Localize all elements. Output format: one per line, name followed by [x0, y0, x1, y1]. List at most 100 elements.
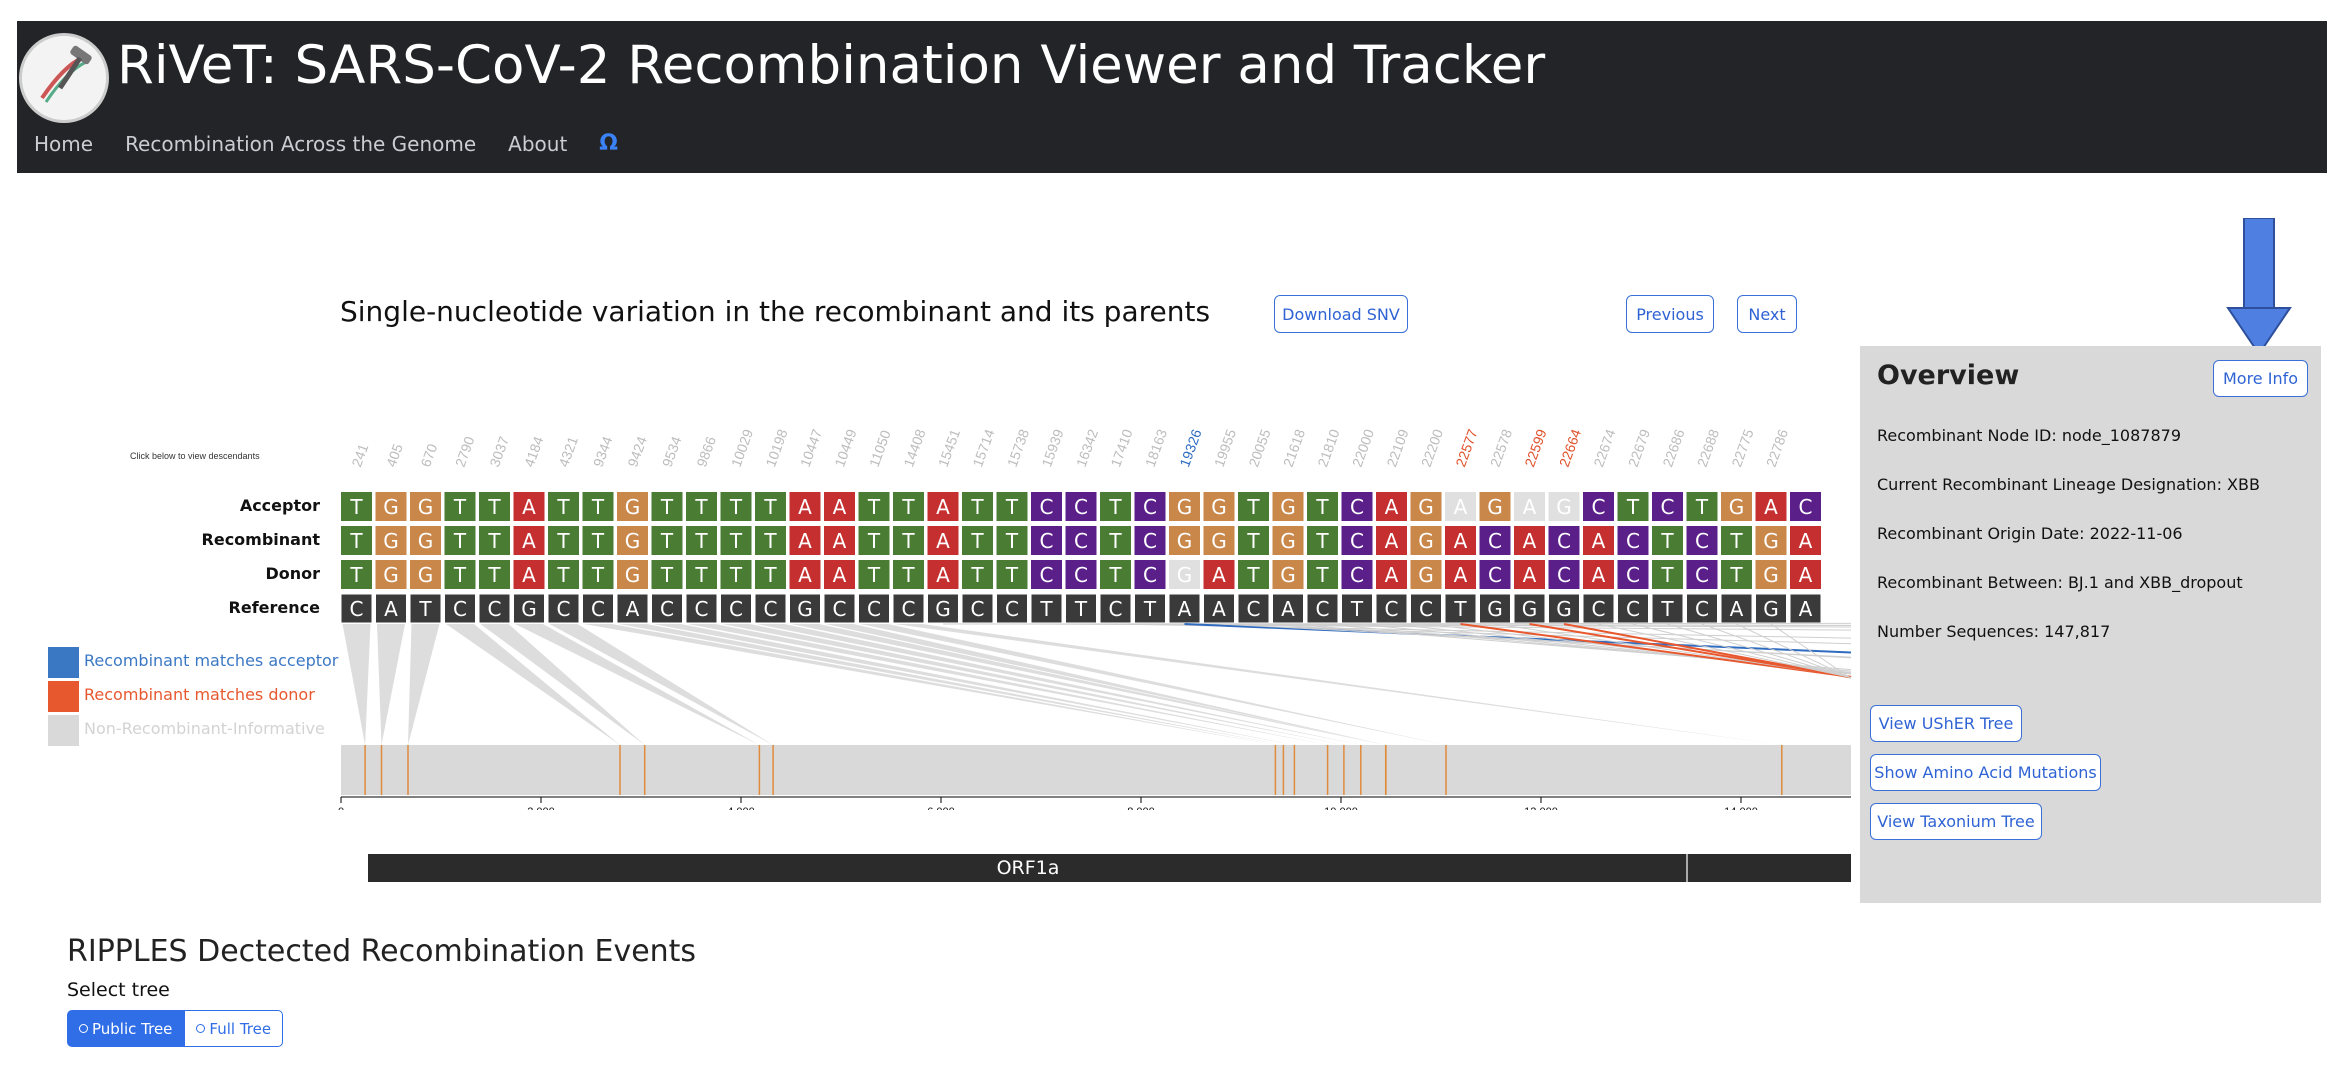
nucleotide-cell[interactable]: T: [1652, 526, 1683, 555]
nucleotide-cell[interactable]: T: [962, 492, 993, 521]
download-snv-button[interactable]: Download SNV: [1274, 295, 1408, 333]
nucleotide-cell[interactable]: T: [651, 526, 683, 555]
position-label[interactable]: 14408: [900, 427, 928, 469]
nucleotide-cell[interactable]: C: [1582, 593, 1615, 624]
nucleotide-cell[interactable]: T: [1651, 593, 1684, 624]
nucleotide-cell[interactable]: T: [1100, 560, 1131, 589]
position-label[interactable]: 19955: [1211, 427, 1239, 469]
nucleotide-cell[interactable]: C: [582, 593, 614, 624]
position-label[interactable]: 21810: [1314, 427, 1342, 469]
nucleotide-cell[interactable]: A: [1755, 492, 1787, 521]
nucleotide-cell[interactable]: G: [375, 526, 407, 555]
nucleotide-cell[interactable]: T: [1238, 492, 1269, 521]
position-label[interactable]: 17410: [1107, 427, 1135, 469]
nucleotide-cell[interactable]: A: [1376, 492, 1407, 521]
nucleotide-cell[interactable]: G: [1479, 593, 1511, 624]
nucleotide-cell[interactable]: G: [375, 492, 407, 521]
nucleotide-cell[interactable]: T: [996, 492, 1028, 521]
nucleotide-cell[interactable]: T: [444, 492, 476, 521]
nucleotide-cell[interactable]: T: [858, 492, 890, 521]
nucleotide-cell[interactable]: A: [1514, 526, 1545, 555]
nucleotide-cell[interactable]: G: [1169, 526, 1200, 555]
nucleotide-cell[interactable]: A: [513, 492, 545, 521]
legend-noninformative[interactable]: Non-Recombinant-Informative: [84, 719, 325, 738]
nucleotide-cell[interactable]: G: [410, 492, 441, 521]
nucleotide-cell[interactable]: A: [1445, 492, 1476, 521]
position-label[interactable]: 22664: [1556, 427, 1584, 469]
nucleotide-cell[interactable]: T: [893, 526, 924, 555]
position-label[interactable]: 15451: [935, 427, 963, 469]
next-button[interactable]: Next: [1737, 295, 1797, 333]
nucleotide-cell[interactable]: A: [1376, 526, 1407, 555]
nucleotide-cell[interactable]: G: [789, 593, 821, 624]
nucleotide-cell[interactable]: C: [996, 593, 1028, 624]
nucleotide-cell[interactable]: C: [1479, 560, 1511, 589]
nucleotide-cell[interactable]: A: [1720, 593, 1753, 624]
position-label[interactable]: 15939: [1038, 427, 1066, 469]
nucleotide-cell[interactable]: C: [1341, 526, 1373, 555]
position-label[interactable]: 22775: [1728, 427, 1756, 469]
nucleotide-cell[interactable]: A: [824, 560, 855, 589]
nucleotide-cell[interactable]: C: [1617, 593, 1649, 624]
nucleotide-cell[interactable]: G: [1755, 593, 1787, 624]
nucleotide-cell[interactable]: G: [410, 526, 441, 555]
more-info-button[interactable]: More Info: [2213, 360, 2308, 397]
nucleotide-cell[interactable]: T: [858, 560, 890, 589]
position-label[interactable]: 22686: [1659, 427, 1687, 469]
nucleotide-cell[interactable]: A: [616, 593, 649, 624]
nucleotide-cell[interactable]: T: [686, 492, 717, 521]
nucleotide-cell[interactable]: C: [1686, 593, 1718, 624]
position-label[interactable]: 22577: [1452, 427, 1480, 469]
nucleotide-cell[interactable]: C: [1548, 526, 1580, 555]
nucleotide-cell[interactable]: C: [1617, 526, 1649, 555]
nucleotide-cell[interactable]: A: [1514, 492, 1545, 521]
position-label[interactable]: 405: [383, 441, 406, 469]
nucleotide-cell[interactable]: T: [1100, 492, 1131, 521]
position-label[interactable]: 22674: [1590, 427, 1618, 469]
nucleotide-cell[interactable]: C: [1341, 560, 1373, 589]
nucleotide-cell[interactable]: T: [755, 526, 786, 555]
nucleotide-cell[interactable]: T: [341, 492, 372, 521]
position-label[interactable]: 22679: [1625, 427, 1653, 469]
nucleotide-cell[interactable]: G: [617, 560, 648, 589]
nucleotide-cell[interactable]: C: [1031, 492, 1062, 521]
position-label[interactable]: 10198: [762, 427, 790, 469]
position-label[interactable]: 10029: [728, 427, 756, 469]
nucleotide-cell[interactable]: A: [789, 492, 821, 521]
nucleotide-cell[interactable]: T: [548, 492, 579, 521]
nucleotide-cell[interactable]: C: [444, 593, 476, 624]
nucleotide-cell[interactable]: T: [444, 526, 476, 555]
nucleotide-cell[interactable]: T: [341, 560, 372, 589]
position-label[interactable]: 11050: [866, 428, 894, 469]
view-taxonium-tree-button[interactable]: View Taxonium Tree: [1870, 803, 2042, 840]
nucleotide-cell[interactable]: G: [1755, 560, 1787, 589]
position-label[interactable]: 22000: [1349, 427, 1377, 469]
nucleotide-cell[interactable]: G: [513, 593, 545, 624]
nucleotide-cell[interactable]: A: [513, 526, 545, 555]
nucleotide-cell[interactable]: C: [1134, 492, 1166, 521]
nucleotide-cell[interactable]: C: [340, 593, 373, 624]
position-label[interactable]: 18163: [1142, 427, 1170, 469]
nucleotide-cell[interactable]: C: [1479, 526, 1511, 555]
position-label[interactable]: 22599: [1521, 427, 1549, 469]
position-label[interactable]: 9534: [659, 434, 685, 469]
nav-about[interactable]: About: [508, 131, 568, 156]
nucleotide-cell[interactable]: A: [824, 526, 855, 555]
position-label[interactable]: 20055: [1245, 427, 1273, 469]
nucleotide-cell[interactable]: G: [1203, 526, 1235, 555]
nucleotide-cell[interactable]: T: [582, 560, 614, 589]
nucleotide-cell[interactable]: C: [1065, 560, 1097, 589]
nucleotide-cell[interactable]: A: [1203, 593, 1235, 624]
nucleotide-cell[interactable]: C: [754, 593, 787, 624]
nucleotide-cell[interactable]: A: [1514, 560, 1545, 589]
nucleotide-cell[interactable]: C: [1617, 560, 1649, 589]
nucleotide-cell[interactable]: T: [996, 560, 1028, 589]
position-label[interactable]: 670: [417, 441, 440, 469]
nucleotide-cell[interactable]: C: [823, 593, 856, 624]
nucleotide-cell[interactable]: T: [548, 526, 579, 555]
nucleotide-cell[interactable]: G: [1410, 560, 1442, 589]
nucleotide-cell[interactable]: A: [789, 560, 821, 589]
nucleotide-cell[interactable]: T: [858, 526, 890, 555]
nucleotide-cell[interactable]: C: [685, 593, 718, 624]
genome-track[interactable]: [341, 745, 1851, 795]
